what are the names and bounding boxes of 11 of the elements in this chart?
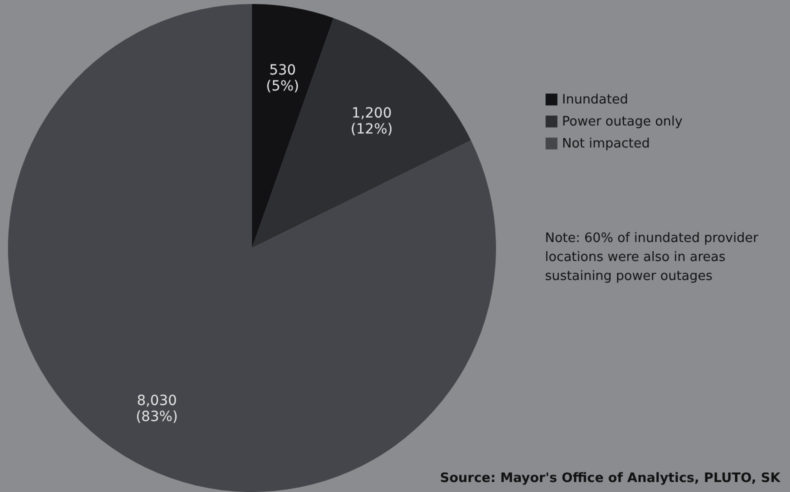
- data-label: 1,200 (12%): [350, 106, 393, 138]
- legend-label: Not impacted: [562, 136, 650, 152]
- legend-label: Power outage only: [562, 114, 683, 130]
- pie-slice: [252, 18, 471, 248]
- source-note: Source: Mayor's Office of Analytics, PLUTO, SK: [440, 471, 782, 486]
- pie-slice: [8, 4, 496, 492]
- data-label: 530 (5%): [266, 62, 300, 95]
- text: Note: 60% of inundated provider locations were also in areas sustaining power outages: [545, 231, 759, 284]
- data-label: 8,030 (83%): [136, 392, 178, 425]
- legend-label: Inundated: [562, 92, 628, 108]
- pie-slice: [252, 4, 334, 248]
